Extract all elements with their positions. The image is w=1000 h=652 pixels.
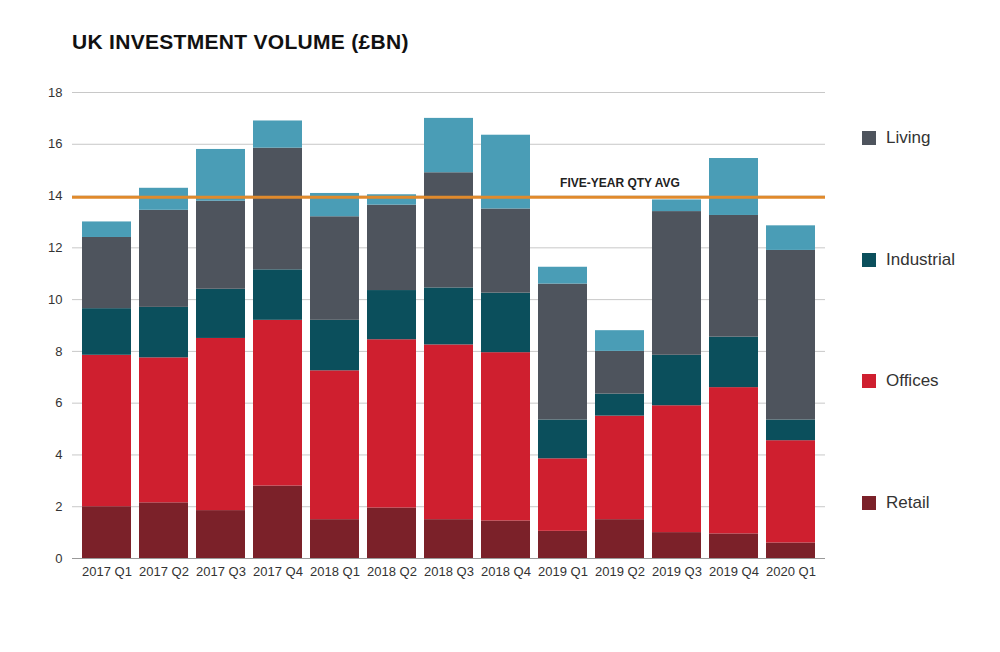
svg-text:16: 16 (48, 136, 62, 151)
svg-text:2018 Q1: 2018 Q1 (310, 564, 360, 579)
svg-text:2017 Q4: 2017 Q4 (253, 564, 303, 579)
svg-text:18: 18 (48, 85, 62, 100)
html-text:Retail: Retail (886, 493, 930, 512)
svg-text:10: 10 (48, 292, 62, 307)
svg-text:2017 Q1: 2017 Q1 (82, 564, 132, 579)
svg-text:2019 Q1: 2019 Q1 (538, 564, 588, 579)
svg-text:2018 Q4: 2018 Q4 (481, 564, 531, 579)
svg-text:2017 Q3: 2017 Q3 (196, 564, 246, 579)
svg-text:14: 14 (48, 188, 62, 203)
svg-text:2018 Q2: 2018 Q2 (367, 564, 417, 579)
svg-text:2019 Q3: 2019 Q3 (652, 564, 702, 579)
html-text:Living: Living (886, 128, 931, 147)
svg-text:2020 Q1: 2020 Q1 (766, 564, 816, 579)
svg-text:2019 Q4: 2019 Q4 (709, 564, 759, 579)
svg-text:FIVE-YEAR QTY AVG: FIVE-YEAR QTY AVG (560, 176, 680, 190)
svg-text:2017 Q2: 2017 Q2 (139, 564, 189, 579)
svg-text:2: 2 (55, 499, 62, 514)
html-text:Industrial: Industrial (886, 249, 955, 269)
html-text:Offices: Offices (886, 371, 939, 391)
html-text:UK INVESTMENT VOLUME (£BN): UK INVESTMENT VOLUME (£BN) (72, 30, 409, 53)
svg-text:12: 12 (48, 240, 62, 255)
svg-text:2018 Q3: 2018 Q3 (424, 564, 474, 579)
svg-text:8: 8 (55, 344, 62, 359)
svg-text:0: 0 (55, 551, 62, 566)
svg-text:6: 6 (55, 395, 62, 410)
svg-text:4: 4 (55, 447, 62, 462)
svg-text:2019 Q2: 2019 Q2 (595, 564, 645, 579)
